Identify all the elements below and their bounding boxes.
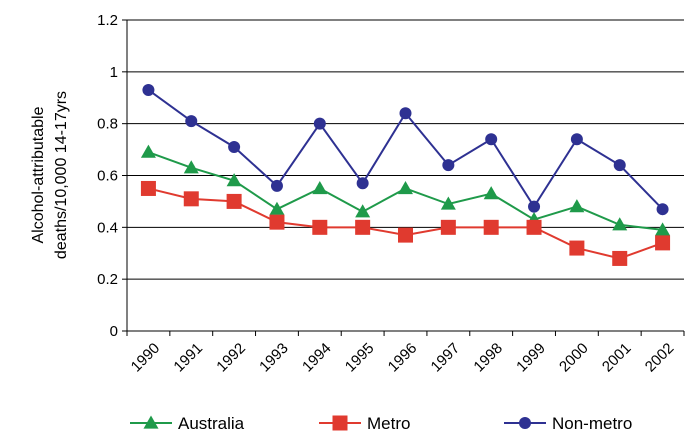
point-non-metro-1990 [142,83,155,96]
x-tick-label-1994: 1994 [299,340,335,376]
x-tick-label-1999: 1999 [513,340,549,376]
point-non-metro-1993 [270,179,283,192]
legend-label-metro: Metro [367,414,410,433]
x-tick-label-2001: 2001 [599,340,635,376]
point-australia-1997 [440,196,456,210]
legend-item-australia: Australia [130,414,245,433]
point-non-metro-2000 [570,133,583,146]
point-australia-1998 [483,186,499,200]
legend-label-australia: Australia [178,414,245,433]
y-tick-label-0.6: 0.6 [97,168,118,185]
point-metro-1995 [355,219,371,235]
y-tick-label-0.2: 0.2 [97,271,118,288]
series-group [140,83,671,266]
legend-marker-australia [143,415,159,429]
y-tick-label-0: 0 [110,323,118,340]
x-tick-label-1995: 1995 [342,340,378,376]
point-australia-1994 [312,180,328,195]
point-australia-1995 [355,204,371,218]
x-tick-label-1997: 1997 [428,340,464,376]
point-metro-1992 [226,193,242,209]
x-tick-label-1996: 1996 [385,340,421,376]
legend-marker-non-metro [519,417,531,429]
point-metro-1996 [398,227,413,243]
point-metro-2002 [655,235,671,251]
point-metro-1990 [140,180,156,196]
y-axis-label-line-2: deaths/10,000 14-17yrs [53,91,70,259]
y-tick-label-0.4: 0.4 [97,219,118,236]
x-tick-label-1991: 1991 [170,340,206,376]
legend-label-non-metro: Non-metro [552,414,632,433]
y-tick-label-0.8: 0.8 [97,116,118,133]
axes [122,19,685,336]
legend-marker-metro [332,415,348,431]
point-australia-2001 [612,217,628,231]
series-non-metro [142,83,669,216]
point-non-metro-1991 [185,115,198,128]
point-metro-1993 [269,214,285,230]
series-line-metro [148,187,663,260]
point-non-metro-2001 [613,159,626,172]
point-non-metro-1992 [228,140,241,153]
point-australia-1996 [398,180,413,195]
x-tick-label-2000: 2000 [556,340,592,376]
point-australia-1991 [183,160,199,174]
y-axis-label: Alcohol-attributable deaths/10,000 14-17… [30,91,70,259]
x-tick-label-1993: 1993 [256,340,292,376]
point-australia-2000 [569,199,585,213]
point-non-metro-1998 [485,133,498,146]
point-non-metro-1999 [528,200,541,213]
series-metro [140,180,671,266]
x-tick-label-1998: 1998 [470,340,506,376]
point-non-metro-1994 [313,117,326,130]
point-non-metro-1996 [399,107,412,120]
x-tick-label-1992: 1992 [213,340,249,376]
y-tick-labels: 0 0.2 0.4 0.6 0.8 1 1.2 [97,12,118,340]
point-metro-1999 [526,219,542,235]
point-non-metro-1997 [442,159,455,172]
series-australia [140,144,671,236]
point-non-metro-1995 [356,177,369,190]
point-non-metro-2002 [656,203,669,216]
point-metro-2001 [612,250,628,266]
point-australia-1993 [269,201,285,215]
legend-item-metro: Metro [319,414,410,433]
y-tick-label-1: 1 [110,64,118,81]
point-australia-1992 [226,173,242,187]
point-australia-1990 [140,144,156,158]
x-tick-label-1990: 1990 [128,340,164,376]
y-tick-label-1.2: 1.2 [97,12,118,29]
y-axis-label-line-1: Alcohol-attributable [30,106,47,243]
point-metro-1997 [440,219,456,235]
point-australia-2002 [655,222,671,236]
point-metro-1998 [483,219,499,235]
point-metro-1994 [312,219,328,235]
point-metro-2000 [569,240,585,256]
x-tick-labels: 1990 1991 1992 1993 1994 1995 1996 1997 1998 1999… [128,340,678,376]
point-metro-1991 [183,191,199,207]
legend-item-non-metro: Non-metro [504,414,632,433]
legend: Australia Metro Non-metro [130,414,632,433]
x-tick-label-2002: 2002 [642,340,678,376]
